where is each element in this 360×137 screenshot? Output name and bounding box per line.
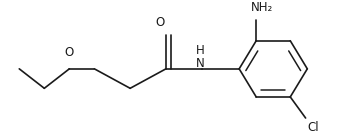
Text: N: N: [195, 56, 204, 69]
Text: O: O: [155, 16, 165, 29]
Text: NH₂: NH₂: [251, 1, 273, 14]
Text: Cl: Cl: [307, 121, 319, 134]
Text: H: H: [195, 45, 204, 58]
Text: O: O: [65, 46, 74, 59]
